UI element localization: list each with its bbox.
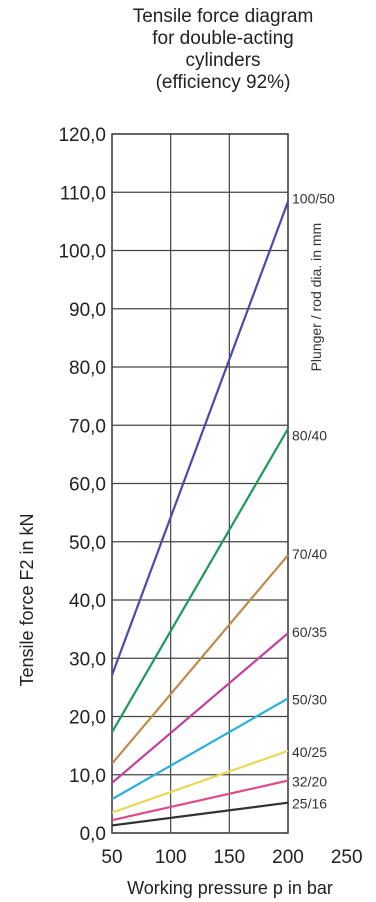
y-axis-label: Tensile force F2 in kN — [17, 513, 37, 686]
series-label: 70/40 — [292, 546, 327, 562]
y-tick-label: 80,0 — [69, 358, 106, 379]
series-label: 50/30 — [292, 691, 327, 707]
y-tick-label: 120,0 — [58, 125, 106, 146]
series-line — [111, 697, 289, 801]
series-label: 80/40 — [292, 428, 327, 444]
y-tick-label: 40,0 — [69, 591, 106, 612]
y-tick-label: 100,0 — [58, 242, 106, 263]
y-tick-label: 20,0 — [69, 708, 106, 729]
chart-title-line: for double-acting — [152, 28, 294, 49]
series-label: 40/25 — [292, 744, 327, 760]
y-tick-label: 60,0 — [69, 475, 106, 496]
chart-title-line: Tensile force diagram — [132, 6, 314, 27]
series-label: 60/35 — [292, 624, 327, 640]
x-tick-label: 50 — [101, 847, 122, 868]
y-tick-label: 10,0 — [69, 766, 106, 787]
series-line — [110, 201, 290, 676]
x-tick-label: 250 — [331, 847, 363, 868]
series-label: 25/16 — [292, 796, 327, 812]
series-line — [111, 779, 289, 822]
series-label: 100/50 — [292, 191, 335, 207]
x-axis-label: Working pressure p in bar — [127, 878, 333, 898]
chart-title: Tensile force diagram for double-acting … — [0, 6, 376, 94]
y-tick-label: 30,0 — [69, 649, 106, 670]
x-tick-label: 100 — [155, 847, 187, 868]
series-label: 32/20 — [292, 774, 327, 790]
chart-title-line: cylinders — [185, 50, 261, 71]
y-tick-label: 0,0 — [80, 824, 106, 845]
y-tick-label: 90,0 — [69, 300, 106, 321]
series-line — [111, 801, 289, 827]
series-line — [111, 554, 289, 765]
x-tick-label: 150 — [213, 847, 245, 868]
y-tick-label: 110,0 — [60, 183, 106, 204]
series-line — [111, 632, 289, 784]
y-tick-label: 50,0 — [69, 533, 106, 554]
x-tick-label: 200 — [272, 847, 304, 868]
series-line — [111, 749, 289, 814]
chart-title-line: (efficiency 92%) — [155, 72, 291, 93]
series-line — [111, 428, 289, 733]
y-tick-label: 70,0 — [69, 416, 106, 437]
side-note: Plunger / rod dia. in mm — [308, 223, 324, 372]
